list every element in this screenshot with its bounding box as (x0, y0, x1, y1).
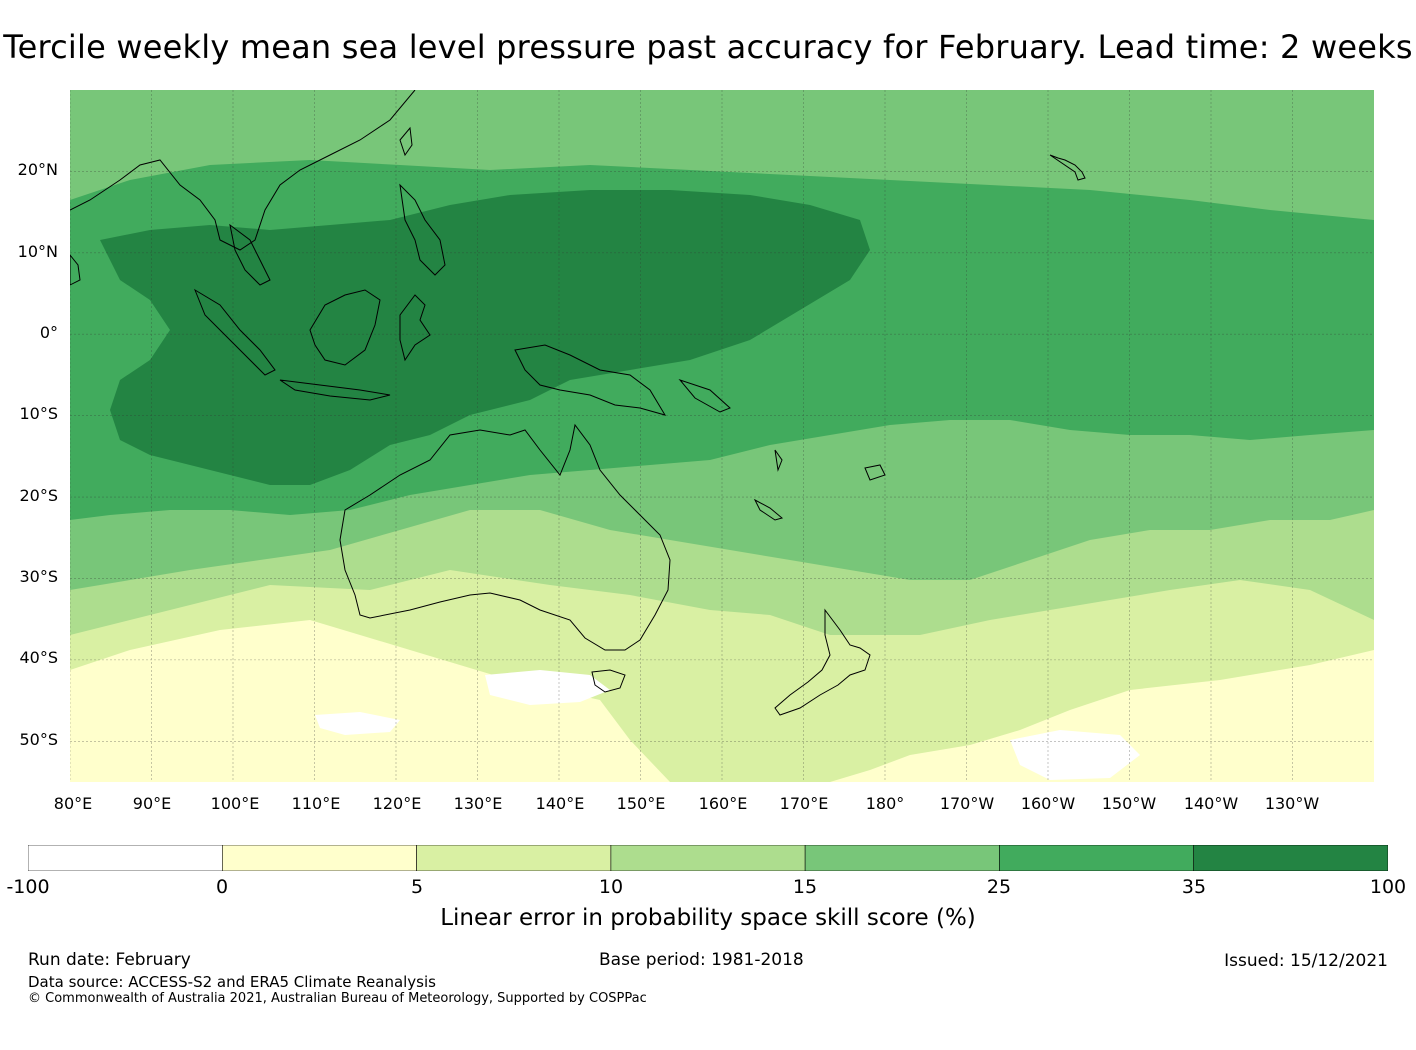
lon-label-90e: 90°E (132, 794, 172, 813)
colorbar-tick: 35 (1181, 876, 1207, 898)
lon-label-110e: 110°E (291, 794, 341, 813)
negative-skill-patch (1010, 730, 1140, 780)
malay-peninsula-coastline (229, 223, 271, 286)
lon-label-150w: 150°W (1101, 794, 1157, 813)
sumatra-coastline (193, 288, 276, 376)
lon-label-160e: 160°E (698, 794, 748, 813)
lon-label-170e: 170°E (779, 794, 829, 813)
new-caledonia-coastline (753, 498, 784, 521)
lat-label-40s: 40°S (19, 648, 58, 667)
skill-score-map (70, 90, 1374, 782)
lat-label-10n: 10°N (17, 242, 58, 261)
lon-label-120e: 120°E (372, 794, 422, 813)
lat-label-0: 0° (39, 323, 58, 342)
lon-label-80e: 80°E (53, 794, 93, 813)
colorbar-label: Linear error in probability space skill … (440, 905, 976, 931)
vanuatu-coastline (774, 449, 783, 472)
lon-label-130e: 130°E (453, 794, 503, 813)
lat-label-20s: 20°S (19, 486, 58, 505)
lon-label-160w: 160°W (1020, 794, 1076, 813)
data-source: Data source: ACCESS-S2 and ERA5 Climate … (28, 973, 436, 991)
new-zealand-coastline (774, 608, 871, 716)
colorbar-tick: 25 (986, 876, 1012, 898)
run-date: Run date: February (28, 950, 191, 970)
colorbar-tick: -100 (6, 876, 50, 898)
hawaii-coastline (1049, 154, 1086, 181)
coastlines (70, 90, 1086, 716)
lat-label-20n: 20°N (17, 160, 58, 179)
gridlines (70, 90, 1374, 782)
sri-lanka-coastline (70, 254, 81, 286)
copyright: © Commonwealth of Australia 2021, Austra… (28, 991, 647, 1006)
lon-label-150e: 150°E (616, 794, 666, 813)
mainland-asia-coastline (70, 90, 416, 251)
sulawesi-coastline (399, 294, 431, 362)
issued-date: Issued: 15/12/2021 (1224, 951, 1388, 971)
colorbar-segment (222, 845, 417, 871)
lon-label-130w: 130°W (1264, 794, 1320, 813)
base-period: Base period: 1981-2018 (599, 950, 804, 970)
lon-label-180: 180° (865, 794, 905, 813)
colorbar-segment (804, 845, 1000, 871)
lon-label-170w: 170°W (939, 794, 995, 813)
java-coastline (279, 379, 391, 401)
colorbar-tick: 5 (410, 876, 424, 898)
map-svg (70, 90, 1374, 782)
colorbar-segment (28, 845, 223, 871)
lon-label-140e: 140°E (535, 794, 585, 813)
australia-coastline (339, 423, 671, 651)
skill-band-35-100 (100, 190, 870, 485)
colorbar-tick: 15 (792, 876, 818, 898)
colorbar-segment (999, 845, 1195, 871)
philippines-coastline (399, 183, 446, 276)
lon-label-140w: 140°W (1183, 794, 1239, 813)
negative-skill-patch (485, 670, 610, 705)
colorbar-tick: 0 (215, 876, 229, 898)
solomon-islands-coastline (678, 378, 731, 413)
tasmania-coastline (591, 669, 626, 693)
map-title: Tercile weekly mean sea level pressure p… (3, 28, 1413, 66)
taiwan-coastline (399, 126, 413, 157)
new-guinea-coastline (514, 344, 667, 416)
colorbar-segment (610, 845, 806, 871)
lat-label-10s: 10°S (19, 404, 58, 423)
negative-skill-patch (315, 712, 400, 735)
colorbar (28, 845, 1388, 871)
colorbar-tick: 100 (1369, 876, 1407, 898)
lat-label-30s: 30°S (19, 567, 58, 586)
borneo-coastline (309, 289, 381, 366)
lat-label-50s: 50°S (19, 730, 58, 749)
colorbar-segment (1193, 845, 1388, 871)
colorbar-tick: 10 (598, 876, 624, 898)
lon-label-100e: 100°E (210, 794, 260, 813)
fiji-coastline (864, 464, 886, 481)
colorbar-segment (416, 845, 612, 871)
